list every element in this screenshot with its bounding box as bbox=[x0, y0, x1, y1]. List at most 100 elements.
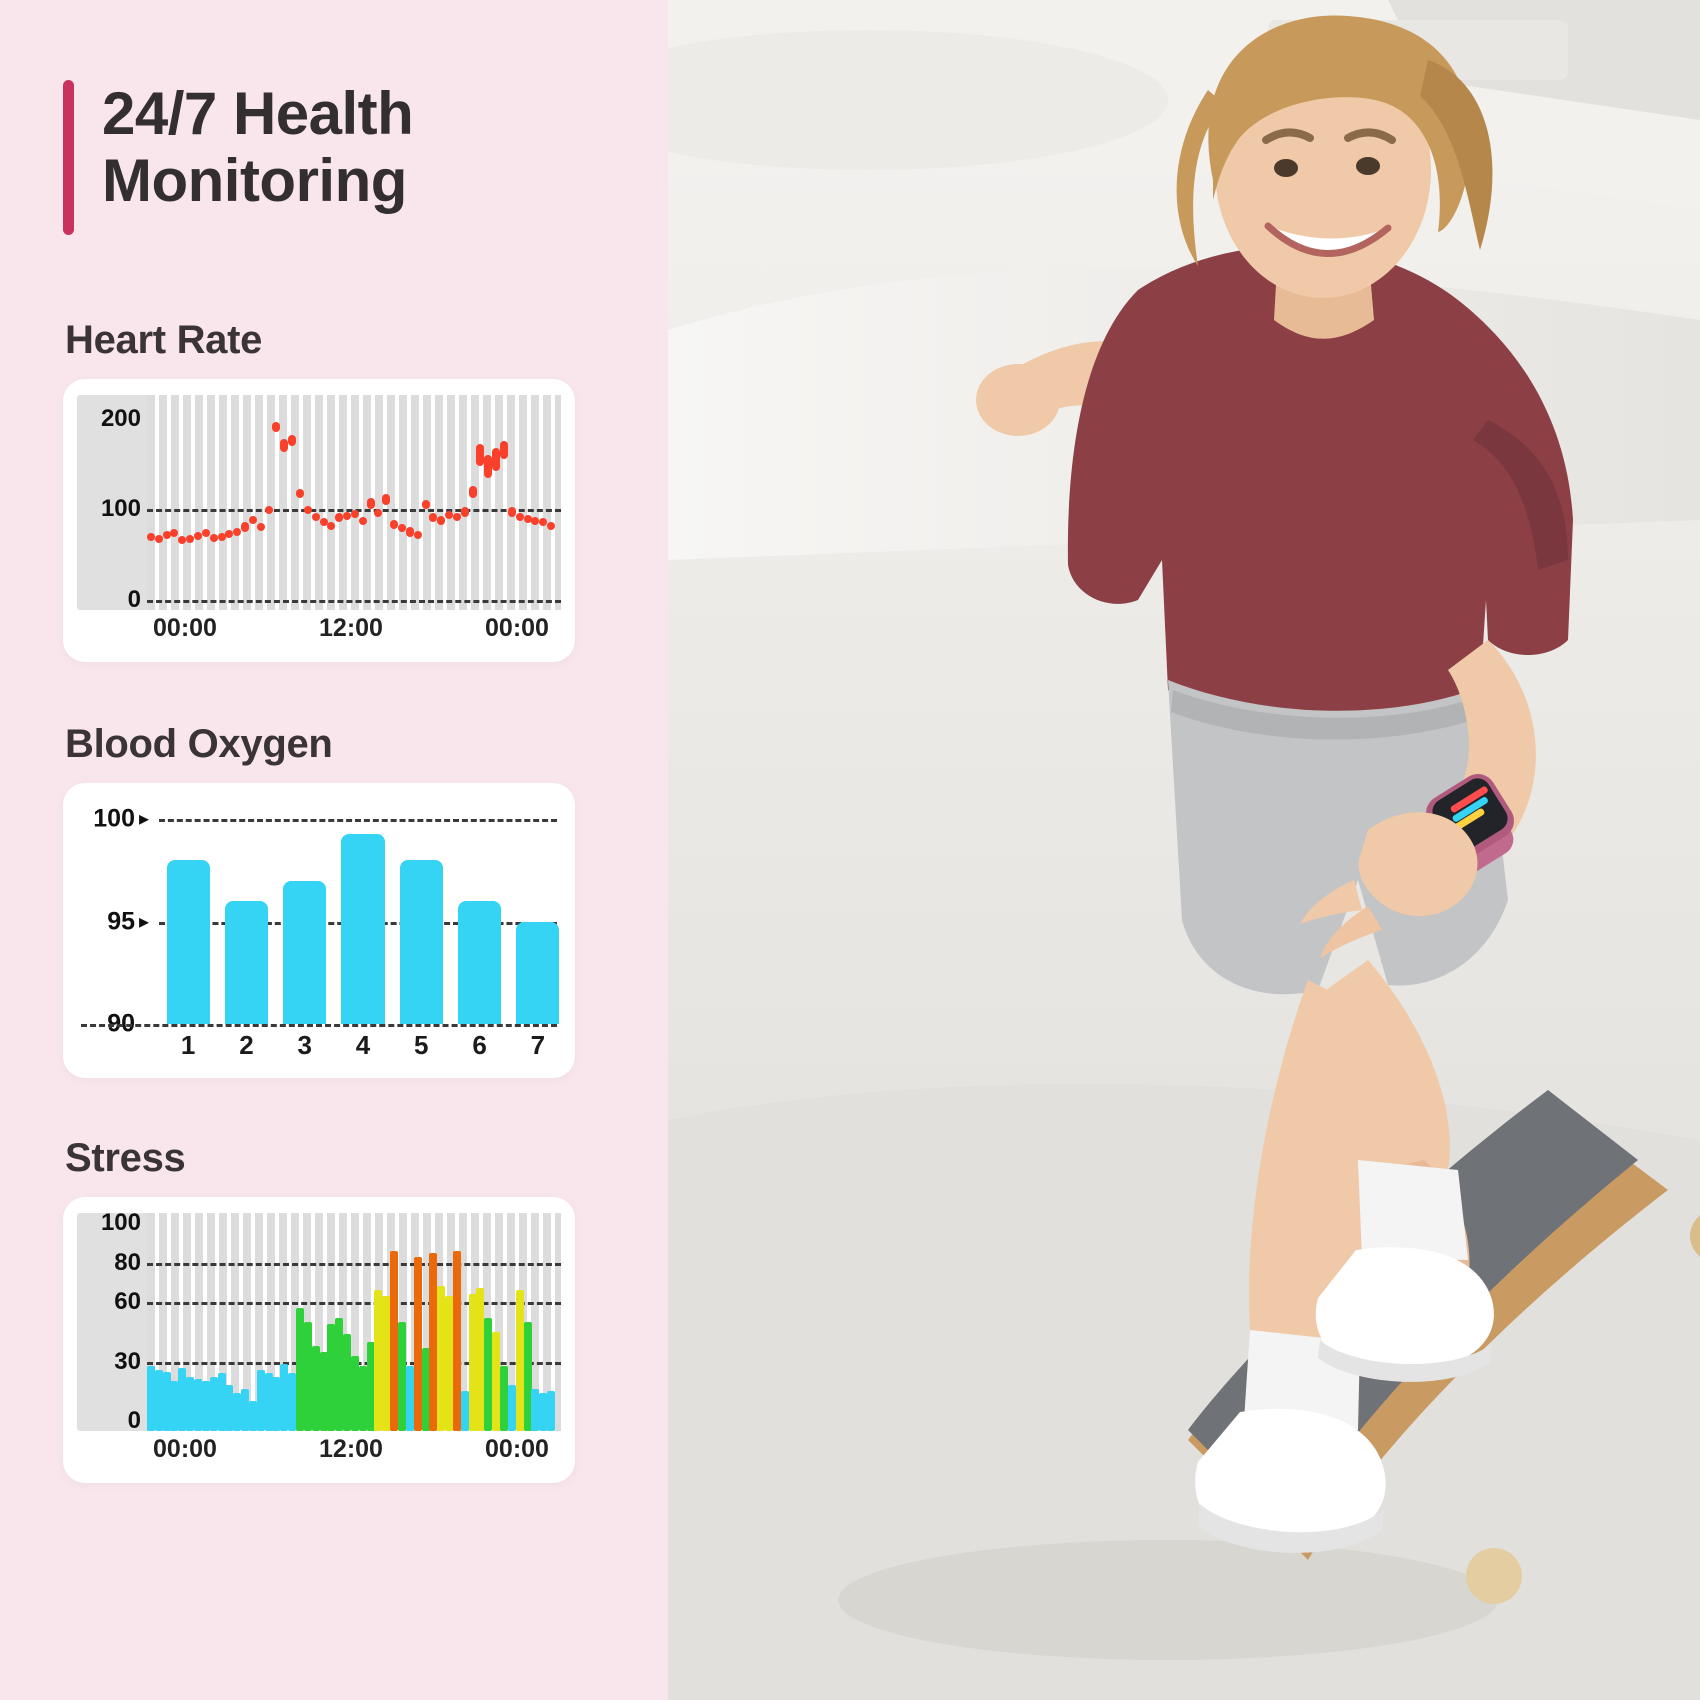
stress-bar bbox=[327, 1323, 336, 1431]
stress-bar bbox=[460, 1391, 469, 1431]
stress-bar bbox=[523, 1322, 532, 1431]
heart-rate-bar bbox=[531, 516, 540, 525]
stress-bar bbox=[452, 1250, 461, 1431]
heart-rate-bar bbox=[162, 531, 171, 540]
blood-oxygen-plot-area bbox=[81, 799, 560, 1027]
lifestyle-photo bbox=[668, 0, 1700, 1700]
stress-bar bbox=[507, 1385, 516, 1431]
blood-oxygen-bar bbox=[399, 860, 443, 1024]
heart-rate-bar bbox=[476, 444, 485, 466]
stress-bar bbox=[319, 1351, 328, 1431]
stress-bar bbox=[390, 1250, 399, 1431]
heart-rate-bar bbox=[303, 505, 312, 514]
stress-bar bbox=[217, 1373, 226, 1431]
heart-rate-section: Heart Rate 0 100 200 00:00 12:00 00:00 bbox=[63, 318, 575, 662]
heart-rate-bar bbox=[186, 534, 195, 543]
y-tick-label: 30 bbox=[114, 1347, 141, 1375]
stress-bar bbox=[335, 1318, 344, 1431]
stress-bar bbox=[154, 1369, 163, 1431]
stress-bar bbox=[500, 1365, 508, 1431]
heart-rate-bar bbox=[366, 498, 375, 510]
heart-rate-bar bbox=[398, 523, 406, 532]
shoe bbox=[1195, 1408, 1386, 1547]
heart-rate-bar bbox=[217, 532, 226, 541]
heart-rate-bar bbox=[523, 514, 532, 523]
stress-bar bbox=[248, 1401, 257, 1431]
y-tick-label: 90 bbox=[107, 1009, 135, 1038]
stress-bar bbox=[421, 1347, 430, 1431]
heart-rate-card: 0 100 200 00:00 12:00 00:00 bbox=[63, 379, 575, 662]
skateboarder-illustration bbox=[668, 0, 1700, 1700]
heart-rate-y-axis: 0 100 200 bbox=[77, 395, 147, 613]
heart-rate-bar bbox=[154, 534, 163, 543]
heart-rate-bar bbox=[405, 527, 414, 537]
heart-rate-bar bbox=[319, 518, 328, 527]
stress-bar bbox=[398, 1322, 406, 1431]
heart-rate-bar bbox=[311, 512, 320, 521]
x-tick-label: 6 bbox=[472, 1030, 487, 1060]
y-tick-arrow-icon: ▸ bbox=[139, 910, 150, 933]
stress-bar bbox=[445, 1296, 454, 1431]
heart-rate-bar bbox=[280, 438, 289, 453]
stress-bar bbox=[476, 1288, 485, 1431]
blood-oxygen-x-axis: 1 2 3 4 5 6 7 bbox=[77, 1030, 561, 1066]
stress-bar bbox=[178, 1367, 187, 1431]
blood-oxygen-bar bbox=[224, 901, 268, 1024]
stress-bar bbox=[264, 1373, 273, 1431]
stress-bar bbox=[256, 1369, 265, 1431]
heart-rate-title: Heart Rate bbox=[65, 318, 263, 362]
stress-bar bbox=[225, 1385, 234, 1431]
heart-rate-bar bbox=[429, 512, 438, 522]
heart-rate-x-axis: 00:00 12:00 00:00 bbox=[77, 614, 561, 650]
y-tick-label: 100 bbox=[100, 1209, 141, 1236]
heart-rate-bar bbox=[539, 518, 548, 527]
stress-bar bbox=[272, 1377, 281, 1431]
hair bbox=[1208, 15, 1471, 232]
stress-bar bbox=[382, 1296, 391, 1431]
heart-rate-bar bbox=[507, 507, 516, 517]
sock bbox=[1358, 1160, 1468, 1260]
stress-bar bbox=[429, 1252, 438, 1431]
stress-bar bbox=[437, 1286, 446, 1431]
stress-bar bbox=[162, 1371, 171, 1431]
x-tick-label: 12:00 bbox=[319, 614, 383, 642]
heart-rate-bar bbox=[547, 522, 556, 530]
stress-section: Stress 0 30 60 80 100 00:00 12:00 00:00 bbox=[63, 1136, 575, 1483]
stress-chart: 0 30 60 80 100 bbox=[77, 1209, 561, 1434]
heart-rate-bar bbox=[209, 533, 218, 542]
blood-oxygen-chart: 90 95 ▸ 100 ▸ bbox=[77, 799, 561, 1038]
heart-rate-bar bbox=[358, 516, 367, 525]
stress-bar bbox=[515, 1290, 524, 1431]
x-tick-label: 00:00 bbox=[153, 1435, 217, 1463]
gridline bbox=[147, 600, 561, 603]
y-tick-label: 100 bbox=[100, 495, 141, 523]
stress-bar bbox=[405, 1365, 414, 1431]
accent-bar bbox=[63, 80, 74, 235]
heart-rate-bar bbox=[484, 454, 493, 478]
heart-rate-bar bbox=[264, 505, 273, 514]
stress-title: Stress bbox=[65, 1136, 186, 1180]
stress-bar bbox=[350, 1355, 359, 1431]
heart-rate-bar bbox=[194, 531, 202, 540]
heart-rate-bar bbox=[225, 530, 234, 539]
heart-rate-bar bbox=[500, 441, 508, 460]
gridline bbox=[147, 1302, 561, 1306]
stress-bar bbox=[484, 1318, 493, 1431]
y-tick-label: 100 bbox=[93, 804, 135, 833]
stress-bar bbox=[233, 1393, 242, 1431]
stress-bar bbox=[492, 1331, 501, 1431]
stress-bar bbox=[358, 1365, 367, 1431]
stress-bar bbox=[366, 1341, 375, 1431]
stress-bar bbox=[147, 1365, 155, 1431]
stress-bar bbox=[209, 1377, 218, 1431]
heart-rate-bar bbox=[421, 500, 430, 510]
stress-bar bbox=[296, 1308, 304, 1431]
gridline bbox=[81, 1024, 557, 1027]
stress-bar bbox=[374, 1290, 383, 1431]
info-panel: 24/7 Health Monitoring Heart Rate 0 100 200… bbox=[0, 0, 668, 1700]
y-tick-label: 0 bbox=[127, 1407, 141, 1434]
shoe bbox=[1315, 1247, 1494, 1373]
x-tick-label: 00:00 bbox=[485, 1435, 549, 1463]
